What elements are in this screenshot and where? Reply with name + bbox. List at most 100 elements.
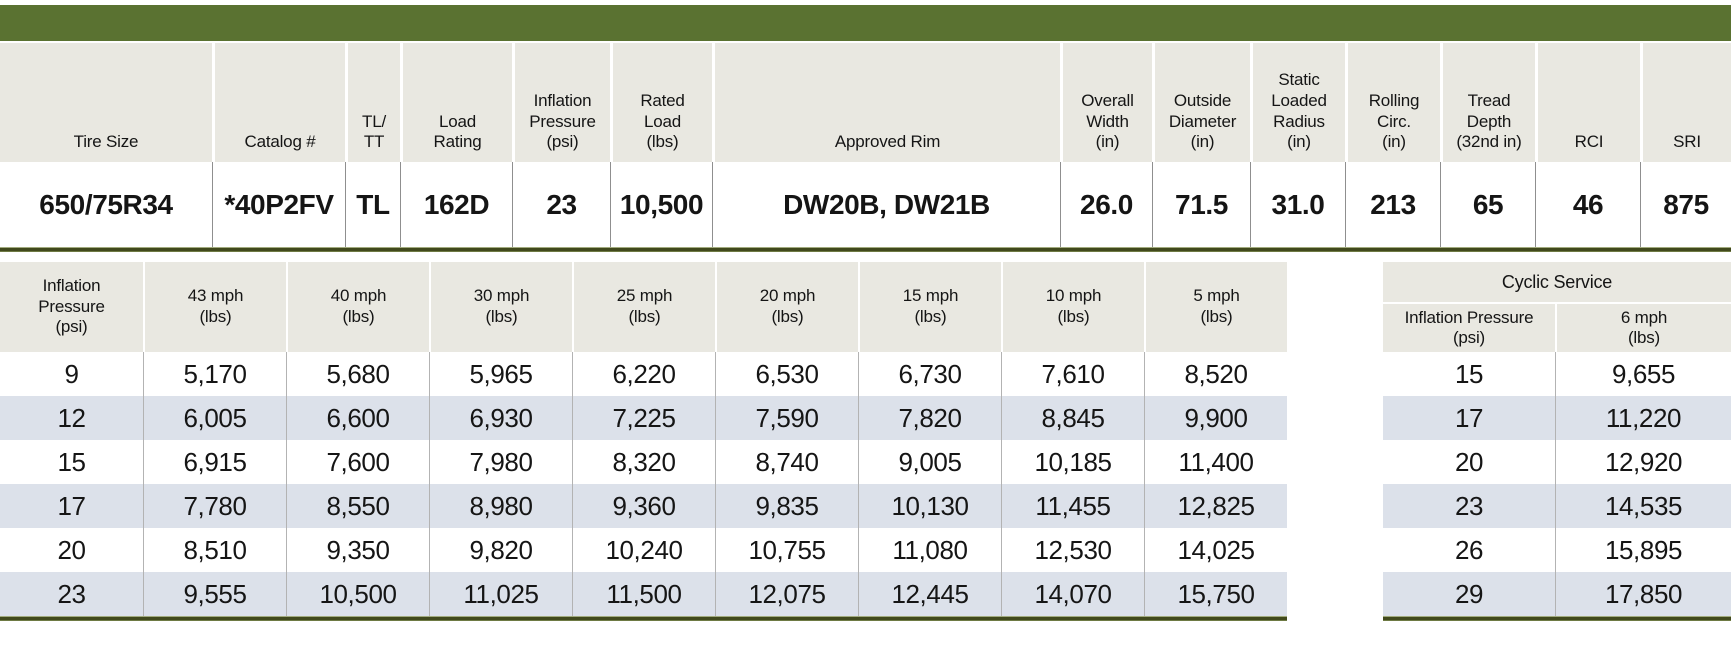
spec-header-cell-0: Tire Size xyxy=(0,43,212,162)
cyclic-cell-5-1: 17,850 xyxy=(1555,572,1731,616)
load-cell-4-1: 8,510 xyxy=(143,528,286,572)
cyclic-service-table: Cyclic Service Inflation Pressure (psi) 6… xyxy=(1383,262,1731,616)
load-cell-2-0: 15 xyxy=(0,440,143,484)
load-cell-0-1: 5,170 xyxy=(143,352,286,396)
load-cell-2-2: 7,600 xyxy=(286,440,429,484)
spec-header-cell-9: Static Loaded Radius (in) xyxy=(1250,43,1345,162)
spec-header-cell-13: SRI xyxy=(1640,43,1731,162)
spec-header-cell-7: Overall Width (in) xyxy=(1060,43,1152,162)
load-cell-5-6: 12,445 xyxy=(858,572,1001,616)
cyclic-cell-0-0: 15 xyxy=(1383,352,1555,396)
cyclic-service-grid: Inflation Pressure (psi) 6 mph (lbs) 15 9,6… xyxy=(1383,302,1731,616)
load-cell-0-6: 6,730 xyxy=(858,352,1001,396)
load-cell-1-1: 6,005 xyxy=(143,396,286,440)
load-cell-2-1: 6,915 xyxy=(143,440,286,484)
spec-value-cell-0: 650/75R34 xyxy=(0,162,212,247)
load-header-cell-4: 25 mph (lbs) xyxy=(572,262,715,352)
cyclic-cell-4-0: 26 xyxy=(1383,528,1555,572)
load-cell-5-5: 12,075 xyxy=(715,572,858,616)
load-cell-0-7: 7,610 xyxy=(1001,352,1144,396)
load-cell-5-1: 9,555 xyxy=(143,572,286,616)
load-cell-4-5: 10,755 xyxy=(715,528,858,572)
divider-rule-load-table xyxy=(0,616,1287,621)
load-cell-5-2: 10,500 xyxy=(286,572,429,616)
spec-value-cell-8: 71.5 xyxy=(1152,162,1250,247)
spec-header-cell-5: Rated Load (lbs) xyxy=(610,43,712,162)
cyclic-cell-1-1: 11,220 xyxy=(1555,396,1731,440)
cyclic-cell-4-1: 15,895 xyxy=(1555,528,1731,572)
cyclic-cell-0-1: 9,655 xyxy=(1555,352,1731,396)
load-cell-4-6: 11,080 xyxy=(858,528,1001,572)
load-cell-5-0: 23 xyxy=(0,572,143,616)
spec-header-cell-12: RCI xyxy=(1535,43,1640,162)
load-cell-0-4: 6,220 xyxy=(572,352,715,396)
load-cell-1-7: 8,845 xyxy=(1001,396,1144,440)
load-cell-2-7: 10,185 xyxy=(1001,440,1144,484)
load-cell-3-1: 7,780 xyxy=(143,484,286,528)
divider-rule-top xyxy=(0,247,1731,252)
spec-header-cell-11: Tread Depth (32nd in) xyxy=(1440,43,1535,162)
load-cell-4-2: 9,350 xyxy=(286,528,429,572)
load-cell-2-6: 9,005 xyxy=(858,440,1001,484)
spec-value-cell-4: 23 xyxy=(512,162,610,247)
spec-value-cell-7: 26.0 xyxy=(1060,162,1152,247)
load-cell-1-8: 9,900 xyxy=(1144,396,1287,440)
spec-value-cell-6: DW20B, DW21B xyxy=(712,162,1060,247)
load-cell-4-0: 20 xyxy=(0,528,143,572)
load-cell-1-6: 7,820 xyxy=(858,396,1001,440)
load-cell-5-7: 14,070 xyxy=(1001,572,1144,616)
load-cell-0-0: 9 xyxy=(0,352,143,396)
load-cell-3-2: 8,550 xyxy=(286,484,429,528)
load-cell-4-7: 12,530 xyxy=(1001,528,1144,572)
load-cell-4-4: 10,240 xyxy=(572,528,715,572)
spec-value-cell-9: 31.0 xyxy=(1250,162,1345,247)
load-cell-1-2: 6,600 xyxy=(286,396,429,440)
load-cell-2-4: 8,320 xyxy=(572,440,715,484)
load-cell-1-4: 7,225 xyxy=(572,396,715,440)
spec-value-cell-10: 213 xyxy=(1345,162,1440,247)
load-cell-3-0: 17 xyxy=(0,484,143,528)
cyclic-cell-3-0: 23 xyxy=(1383,484,1555,528)
spec-value-cell-12: 46 xyxy=(1535,162,1640,247)
load-header-cell-8: 5 mph (lbs) xyxy=(1144,262,1287,352)
spec-header-cell-4: Inflation Pressure (psi) xyxy=(512,43,610,162)
load-header-cell-3: 30 mph (lbs) xyxy=(429,262,572,352)
load-header-cell-1: 43 mph (lbs) xyxy=(143,262,286,352)
load-cell-4-8: 14,025 xyxy=(1144,528,1287,572)
cyclic-header-cell-0: Inflation Pressure (psi) xyxy=(1383,302,1555,352)
title-bar xyxy=(0,5,1731,41)
load-cell-3-3: 8,980 xyxy=(429,484,572,528)
load-cell-5-8: 15,750 xyxy=(1144,572,1287,616)
spec-header-cell-8: Outside Diameter (in) xyxy=(1152,43,1250,162)
cyclic-service-title: Cyclic Service xyxy=(1383,262,1731,302)
spec-value-cell-13: 875 xyxy=(1640,162,1731,247)
load-cell-5-3: 11,025 xyxy=(429,572,572,616)
load-cell-5-4: 11,500 xyxy=(572,572,715,616)
divider-rule-cyclic-table xyxy=(1383,616,1731,621)
load-cell-0-3: 5,965 xyxy=(429,352,572,396)
spec-header-cell-1: Catalog # xyxy=(212,43,345,162)
cyclic-cell-3-1: 14,535 xyxy=(1555,484,1731,528)
spec-value-cell-5: 10,500 xyxy=(610,162,712,247)
cyclic-cell-2-0: 20 xyxy=(1383,440,1555,484)
load-cell-1-0: 12 xyxy=(0,396,143,440)
load-cell-0-8: 8,520 xyxy=(1144,352,1287,396)
cyclic-header-cell-1: 6 mph (lbs) xyxy=(1555,302,1731,352)
spec-value-cell-11: 65 xyxy=(1440,162,1535,247)
cyclic-cell-5-0: 29 xyxy=(1383,572,1555,616)
load-cell-3-8: 12,825 xyxy=(1144,484,1287,528)
load-header-cell-2: 40 mph (lbs) xyxy=(286,262,429,352)
load-cell-0-2: 5,680 xyxy=(286,352,429,396)
load-header-cell-6: 15 mph (lbs) xyxy=(858,262,1001,352)
spec-header-cell-6: Approved Rim xyxy=(712,43,1060,162)
spec-header-cell-10: Rolling Circ. (in) xyxy=(1345,43,1440,162)
spec-value-cell-2: TL xyxy=(345,162,400,247)
load-cell-3-5: 9,835 xyxy=(715,484,858,528)
spec-value-cell-3: 162D xyxy=(400,162,512,247)
spec-header-cell-2: TL/ TT xyxy=(345,43,400,162)
spec-table: Tire Size Catalog # TL/ TT Load Rating Infla… xyxy=(0,43,1731,247)
load-cell-3-6: 10,130 xyxy=(858,484,1001,528)
load-cell-1-3: 6,930 xyxy=(429,396,572,440)
load-header-cell-7: 10 mph (lbs) xyxy=(1001,262,1144,352)
